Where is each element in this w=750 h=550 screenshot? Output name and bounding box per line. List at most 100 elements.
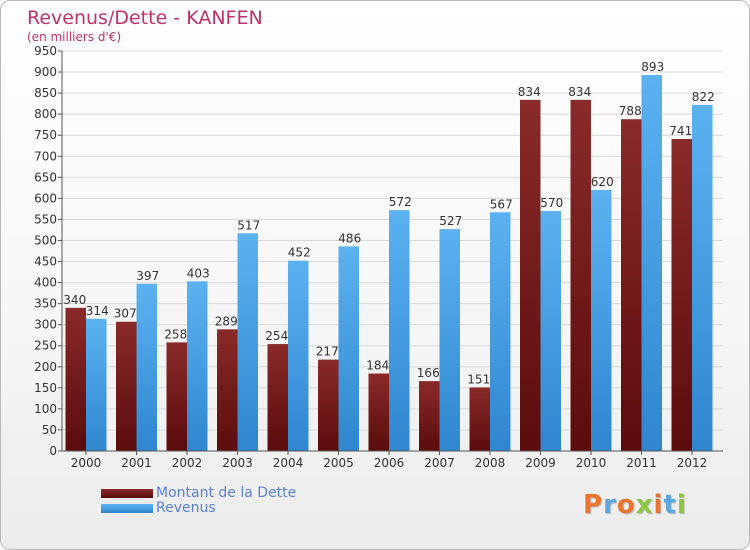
y-tick-label-250: 250 (34, 339, 57, 353)
y-tick-label-900: 900 (34, 65, 57, 79)
y-tick-label-50: 50 (42, 423, 57, 437)
bar-debt-2010 (570, 99, 591, 451)
x-tick-label-2008: 2008 (475, 456, 506, 470)
axes: 0 50 100 150 200 250 300 350 400 450 500 550 600 650 7… (34, 44, 723, 470)
bar-debt-2002 (166, 342, 187, 451)
y-tick-label-350: 350 (34, 297, 57, 311)
y-tick-label-850: 850 (34, 86, 57, 100)
bar-revenus-2008 (490, 212, 511, 451)
y-tick-label-400: 400 (34, 276, 57, 290)
bar-revenus-2004 (288, 260, 309, 451)
legend-swatch-revenus (101, 504, 153, 513)
y-tick-label-450: 450 (34, 255, 57, 269)
bar-revenus-2012 (692, 104, 713, 451)
value-label-revenus-2007: 527 (439, 214, 462, 228)
bar-debt-2011 (621, 119, 642, 452)
y-tick-label-750: 750 (34, 128, 57, 142)
value-label-debt-2011: 788 (619, 104, 642, 118)
bar-revenus-2009 (540, 211, 561, 451)
value-label-debt-2012: 741 (669, 124, 692, 138)
bar-revenus-2001 (136, 283, 157, 451)
y-tick-label-200: 200 (34, 360, 57, 374)
chart-subtitle: (en milliers d'€) (27, 30, 122, 44)
y-tick-label-800: 800 (34, 107, 57, 121)
x-tick-label-2010: 2010 (576, 456, 607, 470)
value-label-revenus-2000: 314 (86, 304, 109, 318)
value-label-debt-2008: 151 (467, 372, 490, 386)
legend-label-debt: Montant de la Dette (156, 485, 297, 501)
bar-debt-2012 (671, 139, 692, 451)
proxiti-logo: Proxiti (583, 490, 687, 520)
x-tick-label-2003: 2003 (222, 456, 253, 470)
bars (65, 75, 713, 452)
value-label-debt-2003: 289 (215, 314, 238, 328)
chart-title: Revenus/Dette - KANFEN (27, 7, 263, 29)
value-label-debt-2002: 258 (164, 327, 187, 341)
value-label-revenus-2008: 567 (490, 197, 513, 211)
y-tick-label-550: 550 (34, 212, 57, 226)
logo-letter: P (583, 490, 604, 520)
x-tick-label-2007: 2007 (424, 456, 455, 470)
x-tick-label-2005: 2005 (323, 456, 354, 470)
y-tick-label-650: 650 (34, 170, 57, 184)
value-label-revenus-2006: 572 (389, 195, 412, 209)
y-tick-label-950: 950 (34, 44, 57, 58)
bar-debt-2008 (469, 387, 490, 451)
bar-debt-2003 (217, 329, 238, 451)
value-label-revenus-2012: 822 (692, 90, 715, 104)
legend-swatch-debt (101, 489, 153, 498)
y-tick-label-100: 100 (34, 402, 57, 416)
value-label-debt-2010: 834 (568, 85, 591, 99)
logo-letter: i (676, 490, 687, 520)
y-tick-label-300: 300 (34, 318, 57, 332)
bar-revenus-2000 (86, 318, 107, 451)
value-label-revenus-2005: 486 (338, 231, 361, 245)
legend-label-revenus: Revenus (156, 500, 216, 516)
bar-debt-2007 (419, 381, 440, 451)
value-label-debt-2009: 834 (518, 85, 541, 99)
value-label-revenus-2011: 893 (641, 60, 664, 74)
x-tick-label-2009: 2009 (525, 456, 556, 470)
bar-revenus-2007 (439, 229, 460, 451)
x-tick-label-2011: 2011 (626, 456, 657, 470)
x-tick-label-2001: 2001 (121, 456, 152, 470)
bar-revenus-2002 (187, 281, 208, 451)
x-tick-label-2002: 2002 (172, 456, 203, 470)
value-label-revenus-2003: 517 (237, 218, 260, 232)
bar-debt-2009 (520, 99, 541, 451)
bar-debt-2005 (318, 359, 339, 451)
logo-letter: t (663, 490, 677, 520)
bar-debt-2000 (65, 307, 86, 451)
bar-debt-2004 (267, 344, 288, 451)
bar-revenus-2006 (389, 210, 410, 451)
logo-letter: o (616, 490, 636, 520)
bar-revenus-2010 (591, 189, 612, 451)
value-label-debt-2001: 307 (114, 307, 137, 321)
y-tick-label-0: 0 (49, 444, 57, 458)
bar-revenus-2005 (338, 246, 359, 451)
x-tick-label-2006: 2006 (374, 456, 405, 470)
y-tick-label-600: 600 (34, 191, 57, 205)
value-label-debt-2005: 217 (316, 345, 339, 359)
y-tick-label-500: 500 (34, 233, 57, 247)
value-label-debt-2006: 184 (366, 359, 389, 373)
bar-revenus-2003 (237, 233, 258, 451)
value-label-revenus-2010: 620 (591, 175, 614, 189)
bar-chart: 0 50 100 150 200 250 300 350 400 450 500 550 600 650 7… (34, 44, 723, 470)
value-label-revenus-2002: 403 (187, 266, 210, 280)
bar-revenus-2011 (641, 75, 662, 451)
bar-debt-2001 (116, 321, 137, 451)
value-label-debt-2007: 166 (417, 366, 440, 380)
value-label-revenus-2001: 397 (136, 269, 159, 283)
value-label-revenus-2004: 452 (288, 246, 311, 260)
value-label-debt-2004: 254 (265, 329, 288, 343)
bar-debt-2006 (368, 373, 389, 451)
logo-letter: r (603, 490, 617, 520)
x-tick-label-2000: 2000 (71, 456, 102, 470)
logo-letter: x (635, 490, 654, 520)
logo-letter: i (653, 490, 664, 520)
value-label-debt-2000: 340 (63, 293, 86, 307)
x-tick-label-2004: 2004 (273, 456, 304, 470)
